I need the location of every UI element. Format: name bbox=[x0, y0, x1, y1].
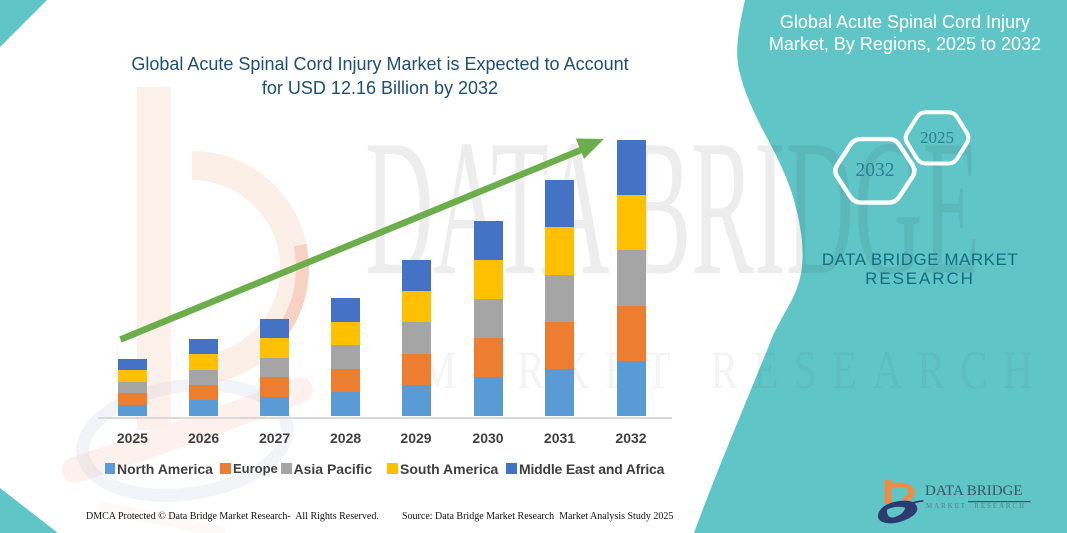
svg-text:MARKET RESEARCH: MARKET RESEARCH bbox=[420, 340, 1048, 400]
